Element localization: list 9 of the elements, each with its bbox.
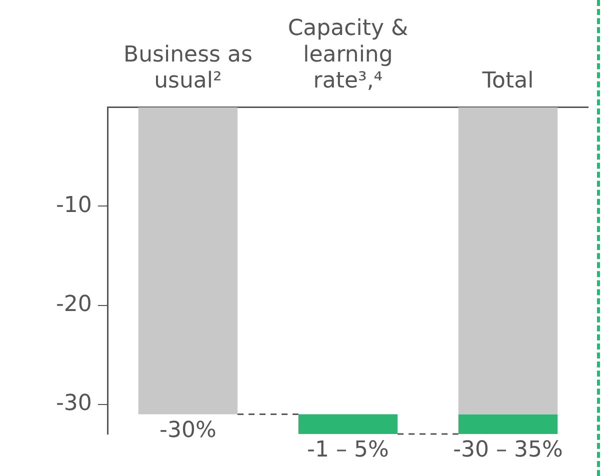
x-tick-label: Total: [481, 68, 534, 94]
x-tick-label: Capacity & learning rate³,⁴: [288, 16, 408, 94]
y-tick-label: -10: [56, 192, 92, 218]
annotation: -1 – 5%: [307, 438, 389, 463]
annotation: -30 – 35%: [453, 438, 563, 463]
y-tick-label: -20: [56, 292, 92, 317]
annotation: -30%: [160, 418, 216, 443]
y-tick-label: -30: [56, 391, 92, 416]
x-tick-label: Business as usual²: [123, 42, 252, 94]
